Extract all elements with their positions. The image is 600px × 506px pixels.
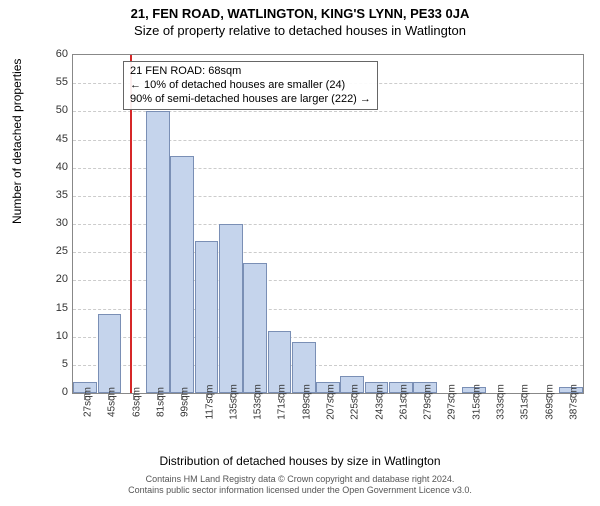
y-axis-label: Number of detached properties <box>10 59 24 224</box>
histogram-bar <box>98 314 122 393</box>
x-tick-label: 117sqm <box>204 385 215 420</box>
y-tick-label: 55 <box>46 76 68 88</box>
chart-area: 21 FEN ROAD: 68sqm ← 10% of detached hou… <box>44 54 584 424</box>
annotation-box: 21 FEN ROAD: 68sqm ← 10% of detached hou… <box>123 61 378 110</box>
x-tick-label: 153sqm <box>253 384 264 420</box>
x-tick-label: 351sqm <box>520 384 531 420</box>
histogram-bar <box>170 156 194 393</box>
y-tick-label: 20 <box>46 273 68 285</box>
y-tick-label: 5 <box>46 358 68 370</box>
x-tick-label: 333sqm <box>496 384 507 420</box>
annotation-line-2: ← 10% of detached houses are smaller (24… <box>130 79 371 93</box>
y-tick-label: 15 <box>46 302 68 314</box>
y-tick-label: 10 <box>46 330 68 342</box>
x-tick-label: 81sqm <box>156 387 167 417</box>
chart-subtitle: Size of property relative to detached ho… <box>0 23 600 38</box>
y-tick-label: 0 <box>46 386 68 398</box>
y-tick-label: 35 <box>46 189 68 201</box>
plot-area: 21 FEN ROAD: 68sqm ← 10% of detached hou… <box>72 54 584 394</box>
x-tick-label: 207sqm <box>326 384 337 420</box>
x-tick-label: 225sqm <box>350 384 361 420</box>
x-tick-label: 135sqm <box>228 384 239 420</box>
x-tick-label: 63sqm <box>131 387 142 417</box>
x-tick-label: 387sqm <box>568 384 579 420</box>
x-tick-label: 243sqm <box>374 384 385 420</box>
y-tick-label: 50 <box>46 104 68 116</box>
x-tick-label: 369sqm <box>544 384 555 420</box>
x-tick-label: 261sqm <box>398 384 409 420</box>
histogram-bar <box>195 241 219 393</box>
x-tick-label: 189sqm <box>301 384 312 420</box>
annotation-line-1: 21 FEN ROAD: 68sqm <box>130 65 371 79</box>
y-tick-label: 45 <box>46 133 68 145</box>
histogram-bar <box>243 263 267 393</box>
x-axis-label: Distribution of detached houses by size … <box>0 454 600 468</box>
x-tick-label: 315sqm <box>471 384 482 420</box>
histogram-bar <box>146 111 170 393</box>
y-tick-label: 60 <box>46 48 68 60</box>
annotation-line-3: 90% of semi-detached houses are larger (… <box>130 93 371 107</box>
x-tick-label: 297sqm <box>447 384 458 420</box>
footer-line-1: Contains HM Land Registry data © Crown c… <box>0 474 600 485</box>
x-tick-label: 27sqm <box>83 387 94 417</box>
x-tick-label: 171sqm <box>277 384 288 420</box>
footer-attribution: Contains HM Land Registry data © Crown c… <box>0 474 600 496</box>
x-tick-label: 45sqm <box>107 387 118 417</box>
chart-title: 21, FEN ROAD, WATLINGTON, KING'S LYNN, P… <box>0 6 600 21</box>
footer-line-2: Contains public sector information licen… <box>0 485 600 496</box>
y-tick-label: 30 <box>46 217 68 229</box>
y-tick-label: 25 <box>46 245 68 257</box>
x-tick-label: 279sqm <box>423 384 434 420</box>
y-tick-label: 40 <box>46 161 68 173</box>
x-tick-label: 99sqm <box>180 387 191 417</box>
histogram-bar <box>219 224 243 393</box>
